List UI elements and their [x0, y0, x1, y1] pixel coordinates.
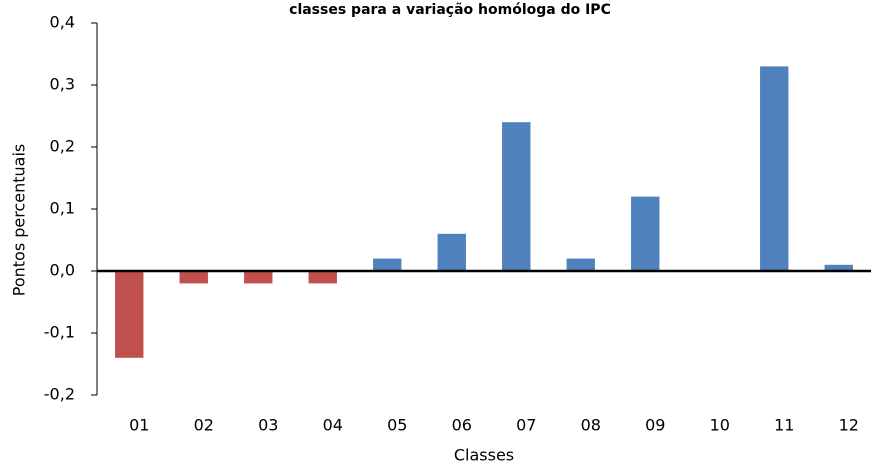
y-axis-label: Pontos percentuais: [10, 144, 29, 297]
x-tick-label: 07: [516, 416, 536, 435]
x-tick-label: 09: [645, 416, 665, 435]
bar: [373, 258, 402, 271]
y-tick-label: 0,3: [50, 75, 75, 94]
y-tick-label: 0,4: [50, 13, 75, 32]
bar: [179, 271, 208, 284]
bar: [244, 271, 273, 284]
bar: [437, 233, 466, 271]
x-tick-label: 03: [258, 416, 278, 435]
bar: [760, 66, 789, 272]
x-tick-label: 11: [774, 416, 794, 435]
x-tick-label: 10: [710, 416, 730, 435]
x-tick-label: 02: [194, 416, 214, 435]
y-tick-label: -0,1: [44, 323, 75, 342]
y-tick-label: 0,1: [50, 199, 75, 218]
bar: [631, 196, 660, 271]
x-tick-label: 12: [839, 416, 859, 435]
x-tick-label: 04: [323, 416, 343, 435]
bar: [502, 122, 531, 271]
bar: [308, 271, 337, 284]
x-axis-label: Classes: [454, 446, 514, 465]
bar: [824, 264, 853, 271]
chart-title: classes para a variação homóloga do IPC: [289, 2, 611, 18]
y-tick-label: 0,0: [50, 261, 75, 280]
x-tick-label: 08: [581, 416, 601, 435]
y-tick-label: -0,2: [44, 385, 75, 404]
x-tick-label: 01: [129, 416, 149, 435]
x-tick-label: 05: [387, 416, 407, 435]
y-tick-label: 0,2: [50, 137, 75, 156]
x-tick-label: 06: [452, 416, 472, 435]
bar: [115, 271, 144, 358]
bar: [566, 258, 595, 271]
